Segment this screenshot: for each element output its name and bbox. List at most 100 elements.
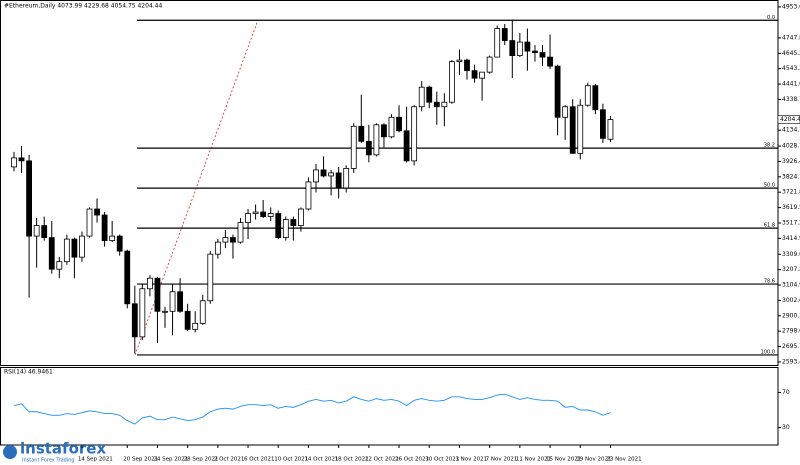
candle-body xyxy=(222,237,229,243)
candle-body xyxy=(11,157,17,168)
rsi-label: RSI(14) 46.9461 xyxy=(4,369,53,376)
y-tick-label: 3517.20 xyxy=(782,219,800,226)
candle-body xyxy=(524,41,531,52)
candle-body xyxy=(169,291,176,312)
candle-body xyxy=(252,211,259,214)
candle-body xyxy=(290,219,297,226)
candle-body xyxy=(532,50,538,53)
candle-body xyxy=(305,181,312,210)
candle-body xyxy=(94,208,100,216)
level-label: 50.0 xyxy=(764,183,775,189)
logo-subtext: Instant Forex Trading xyxy=(22,458,75,464)
candle-body xyxy=(162,310,168,313)
y-tick-label: 4645.20 xyxy=(782,50,800,57)
y-tick-label: 4338.70 xyxy=(782,96,800,103)
candle-body xyxy=(18,157,25,162)
candle-body xyxy=(388,116,395,138)
x-tick-label: 14 Oct 2021 xyxy=(304,457,338,463)
level-label: 0.0 xyxy=(767,15,775,21)
x-tick-label: 20 Sep 2021 xyxy=(123,457,158,463)
candle-body xyxy=(365,140,372,156)
rsi-pane xyxy=(0,367,779,446)
candle-body xyxy=(350,125,357,169)
candle-body xyxy=(154,277,161,312)
logo-text: instaforex xyxy=(20,440,106,458)
rsi-tick-label: 30 xyxy=(782,424,790,431)
candle-body xyxy=(63,238,70,263)
candle-body xyxy=(396,116,402,132)
logo: instaforex Instant Forex Trading xyxy=(3,440,106,464)
rsi-line xyxy=(13,393,611,425)
candle-body xyxy=(577,104,584,154)
candle-body xyxy=(26,160,33,237)
x-tick-label: 18 Oct 2021 xyxy=(335,457,369,463)
candle-body xyxy=(547,56,553,67)
x-tick-label: 15 Nov 2021 xyxy=(546,457,581,463)
candle-body xyxy=(71,238,78,258)
x-tick-label: 24 Sep 2021 xyxy=(153,457,188,463)
candle-body xyxy=(403,130,410,162)
x-tick-label: 22 Oct 2021 xyxy=(365,457,399,463)
candle-body xyxy=(501,28,508,41)
y-tick-label: 3926.40 xyxy=(782,158,800,165)
level-label: 38.2 xyxy=(764,143,775,149)
level-label: 61.8 xyxy=(764,223,775,229)
candle-body xyxy=(509,40,516,57)
candle-body xyxy=(116,235,123,252)
candle-body xyxy=(486,56,493,73)
candle-body xyxy=(214,241,221,255)
candle-body xyxy=(41,225,48,238)
x-tick-label: 14 Sep 2021 xyxy=(78,457,113,463)
candle-body xyxy=(592,85,599,111)
candle-body xyxy=(584,85,591,106)
logo-icon xyxy=(3,445,17,459)
candle-body xyxy=(131,303,138,338)
y-tick-label: 3619.50 xyxy=(782,204,800,211)
x-tick-label: 10 Oct 2021 xyxy=(274,457,308,463)
candle-body xyxy=(320,169,327,177)
candle-body xyxy=(411,106,418,162)
x-tick-label: 2 Oct 2021 xyxy=(214,457,245,463)
y-tick-label: 3721.80 xyxy=(782,189,800,196)
candle-body xyxy=(516,41,523,56)
candle-body xyxy=(554,65,561,118)
candle-body xyxy=(230,237,236,243)
x-tick-label: 23 Nov 2021 xyxy=(606,457,641,463)
candle-body xyxy=(267,213,274,217)
y-tick-label: 2593.40 xyxy=(782,358,800,365)
candle-body xyxy=(184,310,191,330)
candle-body xyxy=(335,172,342,189)
candle-body xyxy=(199,300,206,324)
level-label: 78.6 xyxy=(764,279,775,285)
chart-title: #Ethereum,Daily 4073.99 4229.68 4054.75 … xyxy=(4,3,162,10)
y-tick-label: 4028.70 xyxy=(782,143,800,150)
y-tick-label: 4134.10 xyxy=(782,127,800,134)
candle-body xyxy=(343,168,350,189)
candle-body xyxy=(101,214,108,242)
candle-body xyxy=(418,86,425,108)
candle-body xyxy=(456,59,463,63)
candle-body xyxy=(139,288,146,338)
candle-body xyxy=(313,169,319,183)
x-tick-label: 19 Nov 2021 xyxy=(576,457,611,463)
candle-body xyxy=(48,237,55,270)
y-tick-label: 3309.00 xyxy=(782,251,800,258)
candle-body xyxy=(245,213,251,223)
candle-body xyxy=(297,208,304,226)
candle-body xyxy=(479,71,486,79)
x-tick-label: 11 Nov 2021 xyxy=(516,457,551,463)
x-tick-label: 6 Oct 2021 xyxy=(244,457,275,463)
candle-body xyxy=(260,211,267,217)
x-tick-label: 7 Nov 2021 xyxy=(486,457,518,463)
candle-body xyxy=(381,124,387,138)
y-tick-label: 3824.10 xyxy=(782,173,800,180)
x-tick-label: 30 Oct 2021 xyxy=(425,457,459,463)
candle-body xyxy=(282,219,289,239)
price-marker-label: 4204.44 xyxy=(780,116,800,123)
candle-body xyxy=(109,235,116,242)
candle-body xyxy=(358,125,365,142)
trend-line xyxy=(134,19,259,356)
candle-body xyxy=(146,277,153,290)
candle-body xyxy=(192,322,199,330)
candle-body xyxy=(328,172,335,177)
